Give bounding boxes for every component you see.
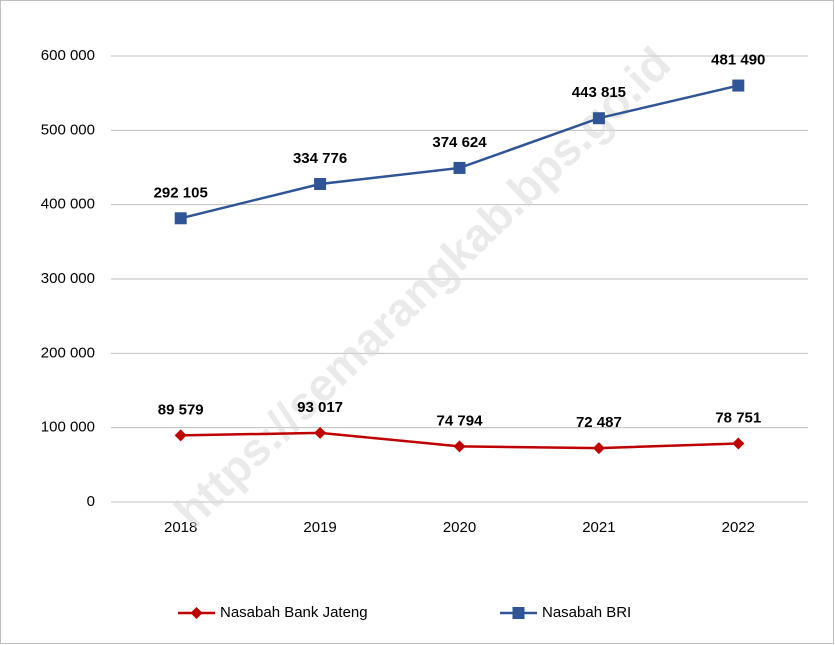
data-point	[314, 178, 327, 191]
x-tick-label: 2019	[303, 519, 336, 536]
data-label: 481 490	[711, 52, 765, 69]
data-point	[453, 440, 466, 453]
data-point	[592, 112, 605, 125]
y-tick-label: 600 000	[41, 47, 95, 64]
data-label: 334 776	[293, 150, 347, 167]
data-label: 443 815	[572, 84, 626, 101]
legend-marker	[512, 607, 525, 619]
y-tick-label: 300 000	[41, 270, 95, 287]
legend-marker	[190, 607, 203, 619]
data-point	[174, 429, 187, 442]
data-point	[453, 161, 466, 174]
y-tick-label: 100 000	[41, 419, 95, 436]
data-label: 93 017	[297, 399, 343, 416]
y-tick-label: 400 000	[41, 196, 95, 213]
x-tick-label: 2022	[722, 519, 755, 536]
data-label: 72 487	[576, 414, 622, 431]
data-point	[314, 426, 327, 439]
data-point	[174, 212, 187, 225]
data-label: 74 794	[437, 412, 484, 429]
x-tick-label: 2018	[164, 519, 197, 536]
legend-label: Nasabah BRI	[542, 604, 631, 621]
x-tick-label: 2020	[443, 519, 476, 536]
y-tick-label: 500 000	[41, 121, 95, 138]
y-tick-label: 0	[87, 493, 95, 510]
y-tick-label: 200 000	[41, 344, 95, 361]
data-label: 78 751	[715, 409, 761, 426]
legend-label: Nasabah Bank Jateng	[220, 604, 368, 621]
data-label: 89 579	[158, 401, 204, 418]
data-point	[592, 442, 605, 455]
data-point	[732, 437, 745, 450]
x-tick-label: 2021	[582, 519, 615, 536]
data-label: 374 624	[432, 134, 487, 151]
data-point	[732, 79, 745, 92]
data-label: 292 105	[154, 184, 208, 201]
